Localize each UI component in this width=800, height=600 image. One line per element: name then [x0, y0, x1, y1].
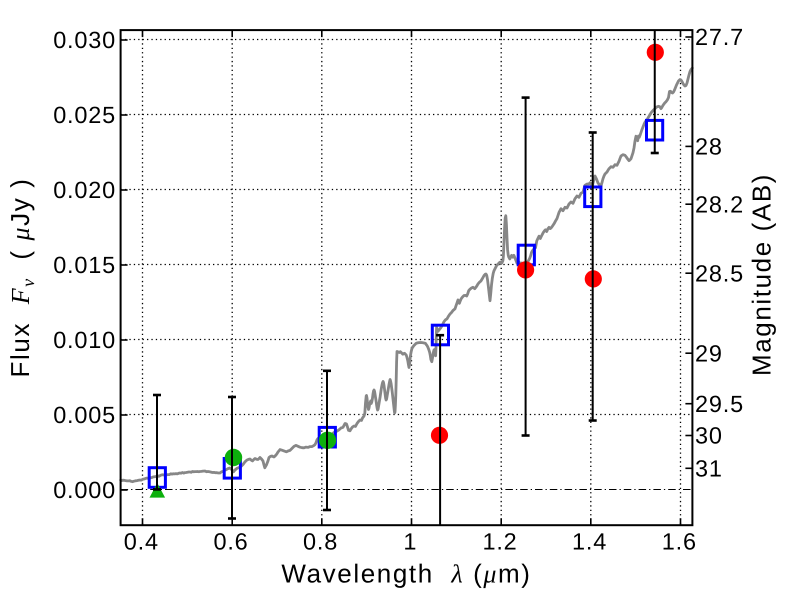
- svg-text:0.030: 0.030: [53, 27, 116, 53]
- svg-text:27.7: 27.7: [695, 24, 744, 50]
- svg-text:0.005: 0.005: [53, 402, 116, 428]
- svg-text:Wavelength λ (μm): Wavelength λ (μm): [281, 559, 531, 589]
- svg-text:0.015: 0.015: [53, 252, 116, 278]
- svg-text:0.4: 0.4: [124, 529, 159, 555]
- svg-text:0.025: 0.025: [53, 102, 116, 128]
- svg-text:28.5: 28.5: [695, 260, 744, 286]
- svg-text:31: 31: [695, 456, 723, 482]
- svg-text:1.2: 1.2: [482, 529, 517, 555]
- svg-text:0.000: 0.000: [53, 477, 116, 503]
- svg-text:28: 28: [695, 134, 723, 160]
- svg-text:0.8: 0.8: [303, 529, 338, 555]
- svg-text:29.5: 29.5: [695, 391, 744, 417]
- svg-text:0.6: 0.6: [213, 529, 248, 555]
- svg-text:1.4: 1.4: [572, 529, 607, 555]
- svg-text:29: 29: [695, 340, 723, 366]
- svg-text:1: 1: [403, 529, 417, 555]
- svg-text:Magnitude (AB): Magnitude (AB): [747, 173, 777, 376]
- svg-text:Flux Fν ( μJy ): Flux Fν ( μJy ): [5, 178, 38, 378]
- svg-text:0.010: 0.010: [53, 327, 116, 353]
- svg-text:1.6: 1.6: [662, 529, 697, 555]
- svg-text:0.020: 0.020: [53, 177, 116, 203]
- svg-text:30: 30: [695, 423, 723, 449]
- svg-text:28.2: 28.2: [695, 191, 744, 217]
